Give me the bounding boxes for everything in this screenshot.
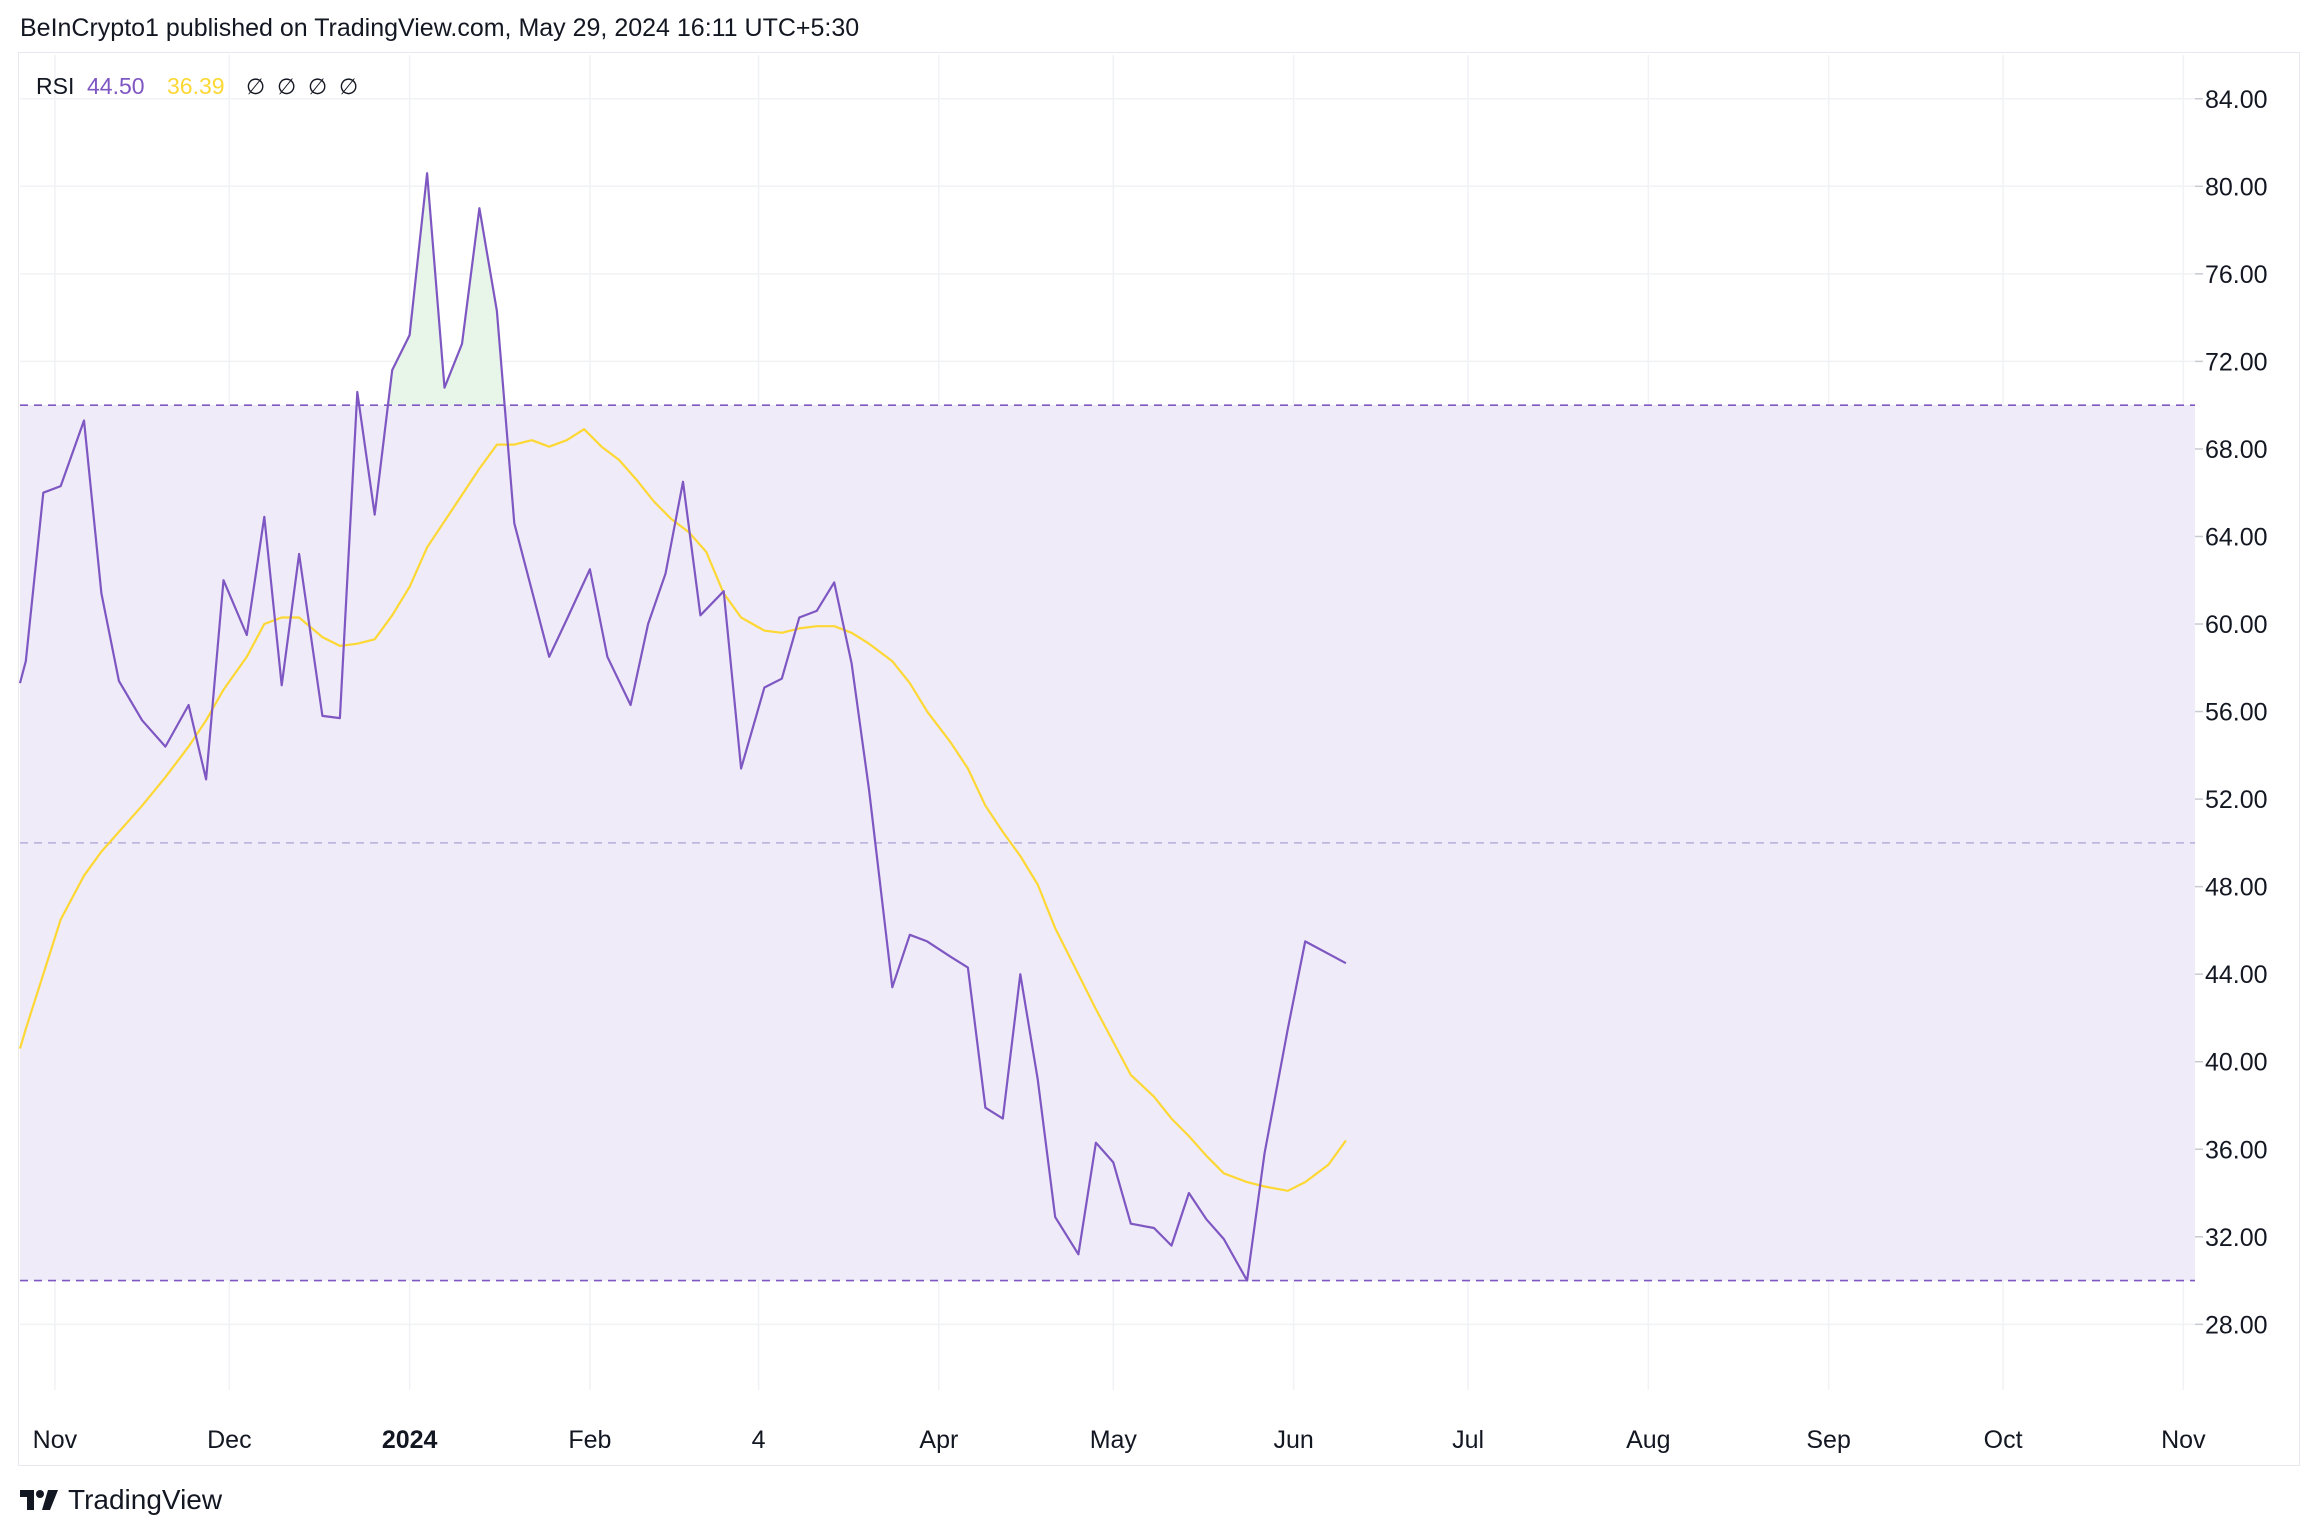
y-tick-label: 40.00 [2205, 1049, 2268, 1077]
legend-placeholder-2: ∅ [277, 74, 296, 99]
publish-info: BeInCrypto1 published on TradingView.com… [20, 14, 860, 42]
x-tick-label: Aug [1626, 1426, 1670, 1454]
rsi-line [18, 172, 1347, 1282]
legend: RSI 44.50 36.39 ∅ ∅ ∅ ∅ [36, 73, 358, 99]
y-tick-label: 64.00 [2205, 523, 2268, 551]
footer-brand[interactable]: TradingView [68, 1484, 223, 1515]
legend-indicator-name[interactable]: RSI [36, 73, 74, 99]
legend-placeholder-4: ∅ [339, 74, 358, 99]
chart-frame [18, 52, 2300, 1466]
y-tick-label: 76.00 [2205, 261, 2268, 289]
x-tick-label: Dec [207, 1426, 251, 1454]
y-tick-label: 44.00 [2205, 961, 2268, 989]
y-axis[interactable]: 28.00 32.00 36.00 40.00 44.00 48.00 52.00 56.00… [2195, 86, 2268, 1340]
y-tick-label: 48.00 [2205, 874, 2268, 902]
tradingview-logo-icon[interactable] [20, 1488, 60, 1512]
x-tick-label: May [1090, 1426, 1138, 1454]
y-tick-label: 56.00 [2205, 699, 2268, 727]
overbought-fill [356, 173, 505, 406]
y-tick-label: 72.00 [2205, 348, 2268, 376]
legend-rsi-value: 44.50 [87, 73, 145, 99]
y-tick-label: 68.00 [2205, 436, 2268, 464]
legend-placeholder-1: ∅ [246, 74, 265, 99]
y-tick-label: 52.00 [2205, 786, 2268, 814]
x-tick-label: 4 [752, 1426, 766, 1454]
y-tick-label: 32.00 [2205, 1224, 2268, 1252]
x-tick-label: Jun [1273, 1426, 1313, 1454]
footer: TradingView [20, 1484, 222, 1516]
x-tick-label: Nov [33, 1426, 78, 1454]
x-tick-label: Sep [1806, 1426, 1850, 1454]
x-tick-label: 2024 [382, 1426, 438, 1454]
legend-placeholder-3: ∅ [308, 74, 327, 99]
rsi-ma-line [18, 428, 1347, 1192]
x-tick-label: Apr [919, 1426, 958, 1454]
legend-ma-value: 36.39 [167, 73, 225, 99]
y-tick-label: 36.00 [2205, 1136, 2268, 1164]
y-tick-label: 60.00 [2205, 611, 2268, 639]
y-tick-label: 28.00 [2205, 1311, 2268, 1339]
x-tick-label: Oct [1984, 1426, 2023, 1454]
x-tick-label: Nov [2161, 1426, 2206, 1454]
x-axis[interactable]: Nov Dec 2024 Feb 4 Apr May Jun Jul Aug Sep Oct Nov [33, 1426, 2206, 1454]
y-tick-label: 80.00 [2205, 173, 2268, 201]
x-tick-label: Jul [1452, 1426, 1484, 1454]
x-tick-label: Feb [568, 1426, 611, 1454]
y-tick-label: 84.00 [2205, 86, 2268, 114]
